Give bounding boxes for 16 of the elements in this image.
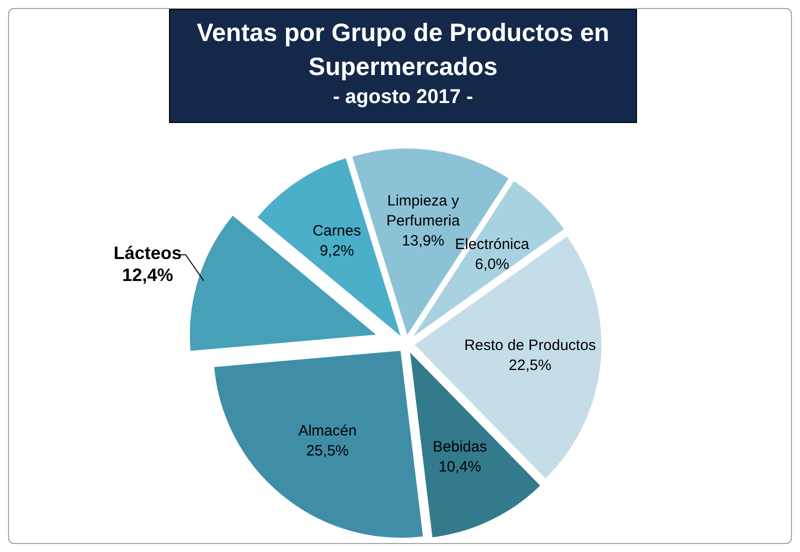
data-label: 12,4%	[122, 264, 174, 285]
chart-subtitle: - agosto 2017 -	[332, 85, 474, 110]
data-label: 25,5%	[306, 442, 349, 460]
chart-title: Ventas por Grupo de Productos en Supermercados	[196, 18, 610, 83]
data-label: 22,5%	[508, 357, 552, 374]
slice-label: Carnes	[312, 222, 362, 240]
slice-label: Almacén	[298, 422, 357, 440]
slice-label: Bebidas	[432, 438, 487, 456]
slice-label: Electrónica	[455, 236, 530, 254]
data-label: 13,9%	[402, 232, 444, 250]
slice-label: Resto de Productos	[464, 337, 596, 354]
data-label: 10,4%	[438, 458, 482, 476]
data-label: 9,2%	[320, 242, 354, 260]
slice-label: Lácteos	[114, 242, 182, 263]
slice-label: Limpieza y Perfumeria	[386, 192, 460, 230]
data-label: 6,0%	[475, 256, 510, 274]
